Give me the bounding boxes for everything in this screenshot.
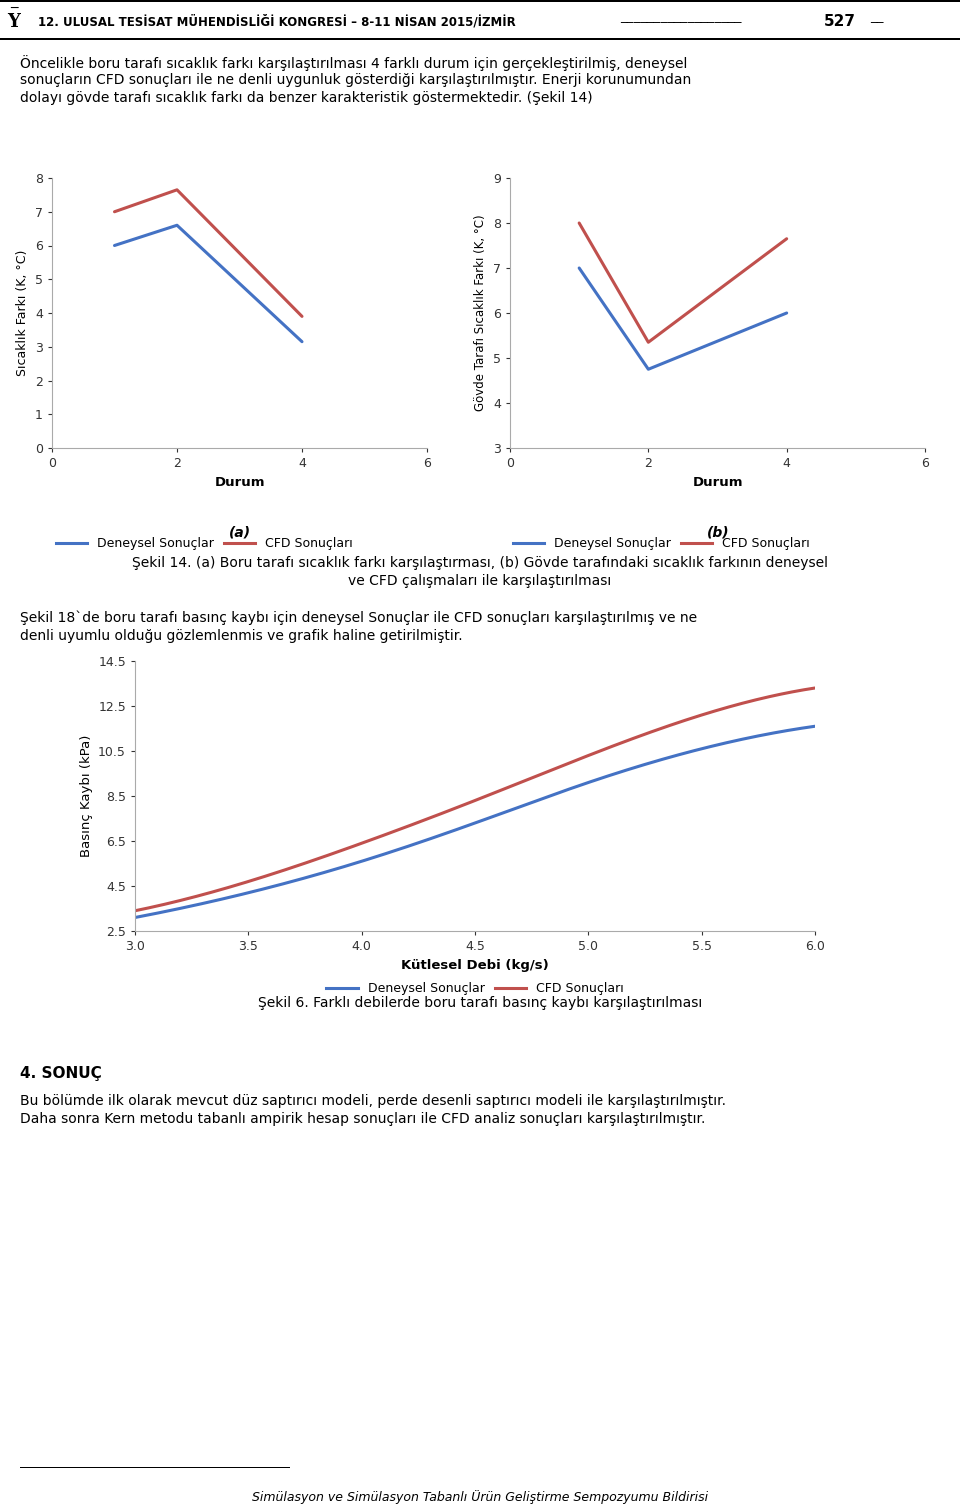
- Text: ve CFD çalışmaları ile karşılaştırılması: ve CFD çalışmaları ile karşılaştırılması: [348, 574, 612, 588]
- Text: denli uyumlu olduğu gözlemlenmis ve grafik haline getirilmiştir.: denli uyumlu olduğu gözlemlenmis ve graf…: [20, 628, 463, 643]
- Text: (a): (a): [228, 526, 252, 540]
- Text: 527: 527: [824, 15, 856, 30]
- X-axis label: Kütlesel Debi (kg/s): Kütlesel Debi (kg/s): [401, 958, 549, 972]
- Text: Y: Y: [8, 14, 20, 32]
- Y-axis label: Gövde Tarafı Sıcaklık Farkı (K, °C): Gövde Tarafı Sıcaklık Farkı (K, °C): [474, 214, 488, 411]
- Text: Şekil 14. (a) Boru tarafı sıcaklık farkı karşılaştırması, (b) Gövde tarafındaki : Şekil 14. (a) Boru tarafı sıcaklık farkı…: [132, 556, 828, 570]
- Text: ──────────────────: ──────────────────: [620, 17, 741, 27]
- Text: ─: ─: [11, 2, 17, 15]
- X-axis label: Durum: Durum: [692, 476, 743, 488]
- X-axis label: Durum: Durum: [214, 476, 265, 488]
- Y-axis label: Basınç Kaybı (kPa): Basınç Kaybı (kPa): [80, 735, 92, 857]
- Text: ──: ──: [870, 17, 883, 27]
- Text: sonuçların CFD sonuçları ile ne denli uygunluk gösterdiği karşılaştırılmıştır. E: sonuçların CFD sonuçları ile ne denli uy…: [20, 72, 691, 87]
- Legend: Deneysel Sonuçlar, CFD Sonuçları: Deneysel Sonuçlar, CFD Sonuçları: [508, 532, 815, 555]
- Text: 4. SONUÇ: 4. SONUÇ: [20, 1065, 102, 1081]
- Text: Bu bölümde ilk olarak mevcut düz saptırıcı modeli, perde desenli saptırıcı model: Bu bölümde ilk olarak mevcut düz saptırı…: [20, 1094, 726, 1108]
- Text: (b): (b): [707, 526, 730, 540]
- Legend: Deneysel Sonuçlar, CFD Sonuçları: Deneysel Sonuçlar, CFD Sonuçları: [322, 978, 629, 1001]
- Text: dolayı gövde tarafı sıcaklık farkı da benzer karakteristik göstermektedir. (Şeki: dolayı gövde tarafı sıcaklık farkı da be…: [20, 90, 592, 105]
- Legend: Deneysel Sonuçlar, CFD Sonuçları: Deneysel Sonuçlar, CFD Sonuçları: [51, 532, 358, 555]
- Text: Şekil 6. Farklı debilerde boru tarafı basınç kaybı karşılaştırılması: Şekil 6. Farklı debilerde boru tarafı ba…: [258, 996, 702, 1010]
- Y-axis label: Sıcaklık Farkı (K, °C): Sıcaklık Farkı (K, °C): [16, 250, 30, 377]
- Text: 12. ULUSAL TESİSAT MÜHENDİSLİĞİ KONGRESİ – 8-11 NİSAN 2015/İZMİR: 12. ULUSAL TESİSAT MÜHENDİSLİĞİ KONGRESİ…: [38, 15, 516, 29]
- Text: Şekil 18`de boru tarafı basınç kaybı için deneysel Sonuçlar ile CFD sonuçları ka: Şekil 18`de boru tarafı basınç kaybı içi…: [20, 610, 697, 625]
- Text: Öncelikle boru tarafı sıcaklık farkı karşılaştırılması 4 farklı durum için gerçe: Öncelikle boru tarafı sıcaklık farkı kar…: [20, 54, 687, 71]
- Text: Daha sonra Kern metodu tabanlı ampirik hesap sonuçları ile CFD analiz sonuçları : Daha sonra Kern metodu tabanlı ampirik h…: [20, 1112, 706, 1126]
- Text: Simülasyon ve Simülasyon Tabanlı Ürün Geliştirme Sempozyumu Bildirisi: Simülasyon ve Simülasyon Tabanlı Ürün Ge…: [252, 1490, 708, 1504]
